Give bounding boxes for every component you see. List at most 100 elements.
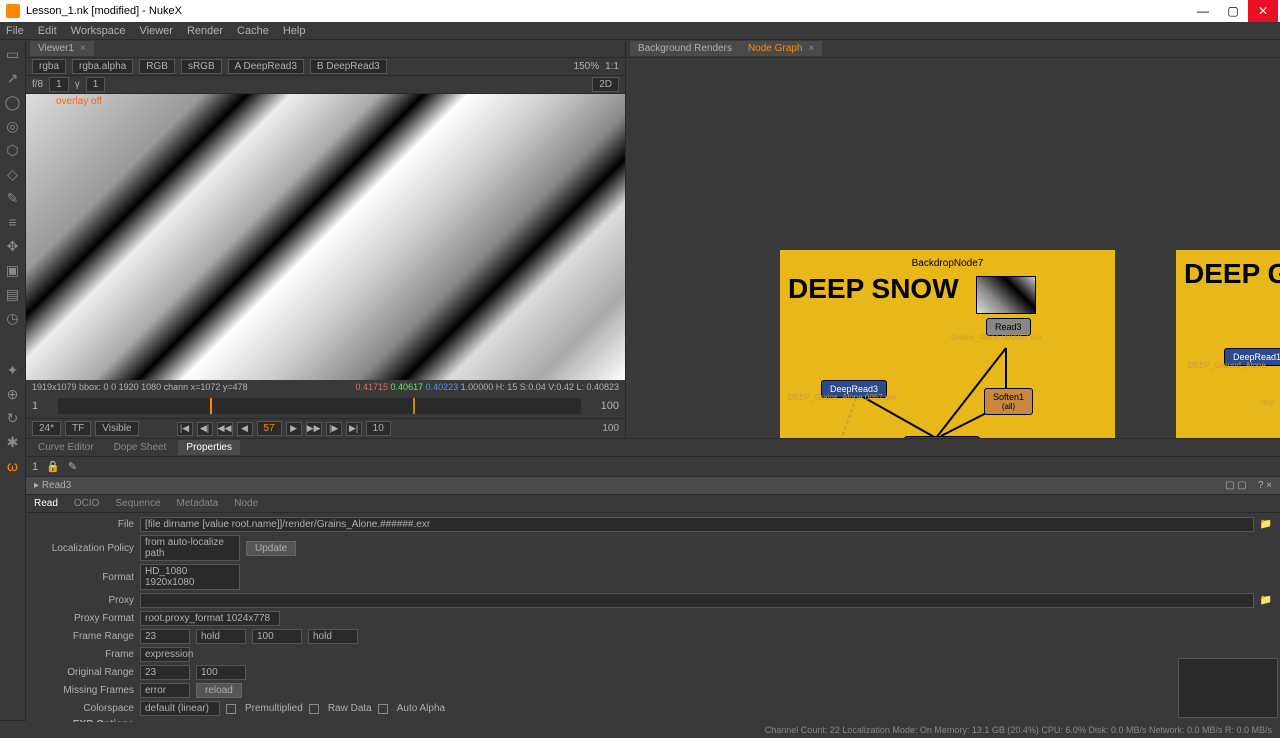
menu-render[interactable]: Render xyxy=(187,25,223,37)
folder-icon[interactable]: 📁 xyxy=(1260,519,1272,530)
input-a-dropdown[interactable]: A DeepRead3 xyxy=(228,59,304,74)
update-button[interactable]: Update xyxy=(246,541,296,556)
alpha-dropdown[interactable]: rgba.alpha xyxy=(72,59,133,74)
backdrop-node[interactable]: BackdropNode7 DEEP SNOW xyxy=(780,250,1115,438)
subtab-ocio[interactable]: OCIO xyxy=(74,498,100,509)
menu-edit[interactable]: Edit xyxy=(38,25,57,37)
fps-dropdown[interactable]: 24* xyxy=(32,421,61,436)
menu-help[interactable]: Help xyxy=(283,25,306,37)
node-graph-tab[interactable]: Node Graph× xyxy=(740,41,822,56)
autoalpha-checkbox[interactable] xyxy=(378,704,388,714)
close-button[interactable]: ✕ xyxy=(1248,0,1278,22)
prev-frame-button[interactable]: ◀◀ xyxy=(217,422,233,436)
play-button[interactable]: ▶ xyxy=(286,422,302,436)
next-frame-button[interactable]: ▶▶ xyxy=(306,422,322,436)
tool-arrow-icon[interactable]: ↗ xyxy=(5,70,21,86)
channels-dropdown[interactable]: rgba xyxy=(32,59,66,74)
play-back-button[interactable]: ◀ xyxy=(237,422,253,436)
subtab-node[interactable]: Node xyxy=(234,498,258,509)
proxy-input[interactable] xyxy=(140,593,1254,608)
viewmode-dropdown[interactable]: 2D xyxy=(592,77,619,92)
node-graph[interactable]: BackdropNode7 DEEP SNOW DEEP G xyxy=(626,58,1280,438)
rawdata-checkbox[interactable] xyxy=(309,704,319,714)
step-fwd-button[interactable]: |▶ xyxy=(326,422,342,436)
frame-dropdown[interactable]: expression xyxy=(140,647,190,662)
curve-editor-tab[interactable]: Curve Editor xyxy=(30,440,102,455)
tool-spark-icon[interactable]: ✱ xyxy=(5,434,21,450)
range-end[interactable]: 100 xyxy=(602,423,619,434)
expand-icon[interactable]: ▸ xyxy=(34,480,39,491)
range-start-input[interactable] xyxy=(140,629,190,644)
menu-file[interactable]: File xyxy=(6,25,24,37)
properties-tab[interactable]: Properties xyxy=(178,440,240,455)
fstop-label[interactable]: f/8 xyxy=(32,79,43,90)
node-controls[interactable]: ▢ ▢ ? × xyxy=(1225,480,1272,491)
timeline-end[interactable]: 100 xyxy=(601,400,619,412)
visible-dropdown[interactable]: Visible xyxy=(95,421,138,436)
range-end-input[interactable] xyxy=(252,629,302,644)
gamma-input[interactable]: 1 xyxy=(86,77,106,92)
tool-shape-icon[interactable]: ◇ xyxy=(5,166,21,182)
close-icon[interactable]: × xyxy=(80,43,86,54)
hold1-dropdown[interactable]: hold xyxy=(196,629,246,644)
minimap[interactable] xyxy=(1178,658,1278,718)
clear-icon[interactable]: ✎ xyxy=(68,460,77,473)
colorspace-dropdown[interactable]: default (linear) xyxy=(140,701,220,716)
timeline-start[interactable]: 1 xyxy=(32,400,38,412)
colorspace-dropdown[interactable]: sRGB xyxy=(181,59,222,74)
tool-circle-icon[interactable]: ◯ xyxy=(5,94,21,110)
subtab-read[interactable]: Read xyxy=(34,498,58,509)
tool-hex-icon[interactable]: ⬡ xyxy=(5,142,21,158)
step-back-button[interactable]: ◀| xyxy=(197,422,213,436)
tool-refresh-icon[interactable]: ↻ xyxy=(5,410,21,426)
missing-dropdown[interactable]: error xyxy=(140,683,190,698)
minimize-button[interactable]: — xyxy=(1188,0,1218,22)
viewer-image[interactable]: overlay off xyxy=(26,94,625,380)
tool-move-icon[interactable]: ✥ xyxy=(5,238,21,254)
dope-sheet-tab[interactable]: Dope Sheet xyxy=(106,440,175,455)
tool-cube-icon[interactable]: ▣ xyxy=(5,262,21,278)
timeline-track[interactable] xyxy=(58,398,581,414)
reload-button[interactable]: reload xyxy=(196,683,242,698)
tool-special-icon[interactable]: ω xyxy=(5,458,21,474)
goto-end-button[interactable]: ▶| xyxy=(346,422,362,436)
tool-target-icon[interactable]: ◎ xyxy=(5,118,21,134)
viewer-tab[interactable]: Viewer1× xyxy=(30,41,94,56)
timeline-marker[interactable] xyxy=(413,398,415,414)
exposure-input[interactable]: 1 xyxy=(49,77,69,92)
bg-renders-tab[interactable]: Background Renders xyxy=(630,41,740,56)
mode-dropdown[interactable]: RGB xyxy=(139,59,175,74)
backdrop-node-2[interactable]: DEEP G xyxy=(1176,250,1280,438)
ratio-label[interactable]: 1:1 xyxy=(605,61,619,72)
tool-clock-icon[interactable]: ◷ xyxy=(5,310,21,326)
orig-start-input[interactable] xyxy=(140,665,190,680)
tf-dropdown[interactable]: TF xyxy=(65,421,91,436)
tool-link-icon[interactable]: ⊕ xyxy=(5,386,21,402)
lock-icon[interactable]: 🔒 xyxy=(46,460,60,473)
menu-workspace[interactable]: Workspace xyxy=(71,25,126,37)
folder-icon[interactable]: 📁 xyxy=(1260,595,1272,606)
node-soften1[interactable]: Soften1 (all) xyxy=(984,388,1033,415)
hold2-dropdown[interactable]: hold xyxy=(308,629,358,644)
format-dropdown[interactable]: HD_1080 1920x1080 xyxy=(140,564,240,590)
maximize-button[interactable]: ▢ xyxy=(1218,0,1248,22)
menu-cache[interactable]: Cache xyxy=(237,25,269,37)
input-b-dropdown[interactable]: B DeepRead3 xyxy=(310,59,387,74)
timeline-playhead[interactable] xyxy=(210,398,212,414)
step-input[interactable]: 10 xyxy=(366,421,391,436)
current-frame[interactable]: 57 xyxy=(257,421,282,436)
subtab-sequence[interactable]: Sequence xyxy=(115,498,160,509)
zoom-label[interactable]: 150% xyxy=(574,61,600,72)
tool-pen-icon[interactable]: ✎ xyxy=(5,190,21,206)
tool-wand-icon[interactable]: ✦ xyxy=(5,362,21,378)
loc-dropdown[interactable]: from auto-localize path xyxy=(140,535,240,561)
orig-end-input[interactable] xyxy=(196,665,246,680)
menu-viewer[interactable]: Viewer xyxy=(140,25,173,37)
tool-select-icon[interactable]: ▭ xyxy=(5,46,21,62)
tool-stack-icon[interactable]: ▤ xyxy=(5,286,21,302)
goto-start-button[interactable]: |◀ xyxy=(177,422,193,436)
subtab-metadata[interactable]: Metadata xyxy=(177,498,219,509)
close-icon[interactable]: × xyxy=(808,43,814,54)
premult-checkbox[interactable] xyxy=(226,704,236,714)
tool-layers-icon[interactable]: ≡ xyxy=(5,214,21,230)
